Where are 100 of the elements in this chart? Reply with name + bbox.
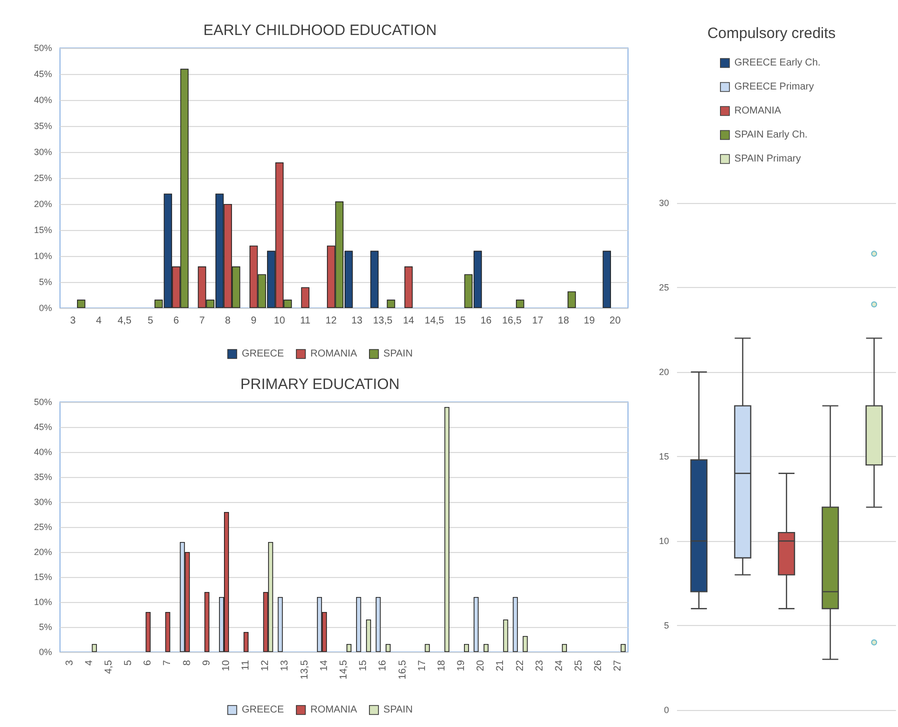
x-tick-label: 4,5 (103, 660, 114, 674)
y-tick-label: 5% (38, 622, 52, 632)
y-tick-label: 50% (34, 43, 52, 53)
y-tick-label: 45% (34, 69, 52, 79)
bar (620, 644, 626, 652)
y-tick-label: 30% (34, 497, 52, 507)
x-tick-label: 23 (534, 660, 546, 672)
bar (146, 612, 151, 652)
bar (165, 612, 170, 652)
chart-title: PRIMARY EDUCATION (240, 376, 400, 393)
x-tick-label: 13 (280, 660, 291, 672)
x-tick-label: 14,5 (424, 316, 445, 326)
x-tick-label: 18 (436, 660, 448, 672)
y-tick-label: 35% (34, 472, 52, 482)
x-tick-label: 9 (201, 660, 212, 666)
bar (568, 291, 576, 308)
bar (512, 597, 518, 652)
x-tick-label: 25 (574, 660, 585, 672)
y-tick-label: 15 (658, 452, 669, 462)
bar (278, 597, 283, 652)
x-tick-label: 4 (96, 316, 102, 326)
x-tick-label: 26 (593, 660, 604, 672)
y-tick-label: 50% (34, 397, 52, 407)
bar (376, 597, 381, 652)
chart-title: EARLY CHILDHOOD EDUCATION (203, 22, 437, 39)
x-tick-label: 17 (532, 316, 544, 326)
legend-label: SPAIN (383, 348, 413, 360)
y-tick-label: 10% (34, 597, 52, 607)
legend-label: GREECE Early Ch. (734, 58, 821, 68)
bar (346, 644, 352, 652)
bar (503, 620, 508, 652)
y-tick-label: 35% (34, 121, 52, 131)
x-tick-label: 4,5 (118, 316, 132, 326)
y-tick-label: 5 (664, 620, 669, 630)
bar (244, 632, 249, 652)
bar (370, 250, 379, 308)
x-tick-label: 11 (300, 316, 311, 326)
y-tick-label: 10% (34, 251, 52, 261)
legend-label: GREECE (242, 348, 284, 360)
x-tick-label: 18 (558, 316, 570, 326)
x-tick-label: 15 (358, 660, 370, 672)
x-tick-label: 5 (148, 316, 154, 326)
y-tick-label: 20% (34, 199, 52, 209)
bar (484, 644, 489, 652)
x-tick-label: 13 (351, 316, 363, 326)
x-tick-label: 12 (260, 660, 272, 672)
y-tick-label: 0% (38, 303, 52, 313)
y-tick-label: 40% (34, 447, 52, 457)
y-tick-label: 25% (34, 173, 52, 183)
x-tick-label: 17 (416, 660, 428, 672)
x-tick-label: 21 (495, 660, 506, 672)
bar (356, 597, 362, 652)
bar (444, 407, 450, 652)
x-tick-label: 27 (612, 660, 624, 672)
x-tick-label: 15 (454, 316, 466, 326)
bar (386, 644, 391, 652)
x-tick-label: 7 (199, 316, 206, 326)
x-tick-label: 6 (173, 316, 180, 326)
y-tick-label: 25 (658, 282, 669, 292)
y-tick-label: 15% (34, 572, 52, 582)
x-tick-label: 14 (402, 316, 415, 326)
x-tick-label: 10 (274, 316, 286, 326)
legend-label: SPAIN Early Ch. (734, 130, 808, 140)
y-tick-label: 20% (34, 547, 52, 557)
y-tick-label: 0% (38, 647, 52, 657)
x-tick-label: 7 (162, 660, 174, 666)
x-tick-label: 13,5 (299, 660, 310, 680)
y-tick-label: 15% (34, 225, 52, 235)
legend-label: SPAIN Primary (734, 154, 801, 164)
bar (562, 644, 567, 652)
x-tick-label: 20 (476, 660, 487, 672)
bar (602, 250, 611, 308)
y-tick-label: 30% (34, 147, 52, 157)
x-tick-label: 16,5 (502, 316, 522, 326)
x-tick-label: 3 (70, 316, 76, 326)
x-tick-label: 16 (480, 316, 492, 326)
chart-title: Compulsory credits (707, 25, 836, 42)
x-tick-label: 5 (123, 660, 134, 666)
bar (301, 287, 310, 308)
y-tick-label: 5% (38, 277, 52, 287)
x-tick-label: 12 (326, 316, 338, 326)
x-tick-label: 19 (584, 316, 596, 326)
x-tick-label: 14,5 (338, 660, 350, 680)
x-tick-label: 9 (250, 316, 257, 326)
x-tick-label: 20 (610, 316, 622, 326)
y-tick-label: 0 (664, 705, 669, 715)
x-tick-label: 16,5 (397, 660, 408, 680)
x-tick-label: 8 (225, 316, 232, 326)
x-tick-label: 14 (318, 660, 330, 672)
x-tick-label: 11 (240, 660, 252, 670)
y-tick-label: 10 (658, 536, 669, 546)
y-tick-label: 30 (658, 198, 669, 208)
bar (366, 620, 372, 652)
y-tick-label: 20 (658, 367, 669, 377)
bar (92, 644, 97, 652)
y-tick-label: 40% (34, 95, 52, 105)
x-tick-label: 8 (182, 660, 193, 666)
x-tick-label: 19 (456, 660, 468, 672)
x-tick-label: 16 (378, 660, 389, 672)
y-tick-label: 45% (34, 422, 52, 432)
